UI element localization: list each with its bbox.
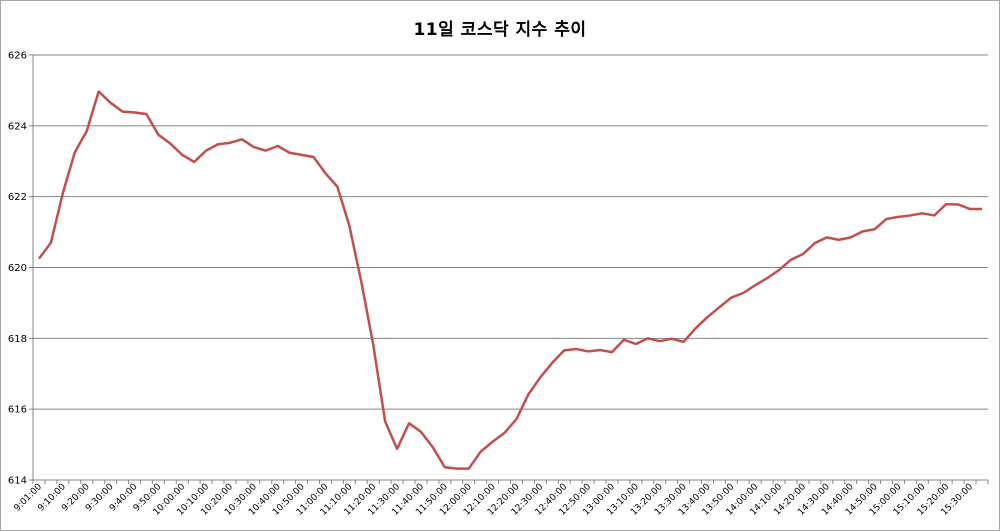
gridlines: [33, 54, 988, 410]
axes: [29, 54, 989, 484]
y-tick-label: 618: [8, 334, 27, 345]
y-tick-label: 616: [8, 405, 27, 416]
y-tick-label: 624: [8, 121, 27, 132]
y-tick-label: 626: [8, 51, 27, 62]
series-line: [37, 90, 983, 470]
x-axis-tick-labels: 9:01:009:10:009:20:009:30:009:40:009:50:…: [12, 482, 975, 518]
chart-title: 11일 코스닥 지수 추이: [413, 20, 587, 40]
y-axis-tick-labels: 614 616 618 620 622 624 626: [8, 51, 27, 487]
y-tick-label: 622: [8, 192, 27, 203]
y-tick-label: 614: [8, 476, 27, 487]
y-tick-label: 620: [8, 263, 27, 274]
series-group: [37, 90, 983, 470]
